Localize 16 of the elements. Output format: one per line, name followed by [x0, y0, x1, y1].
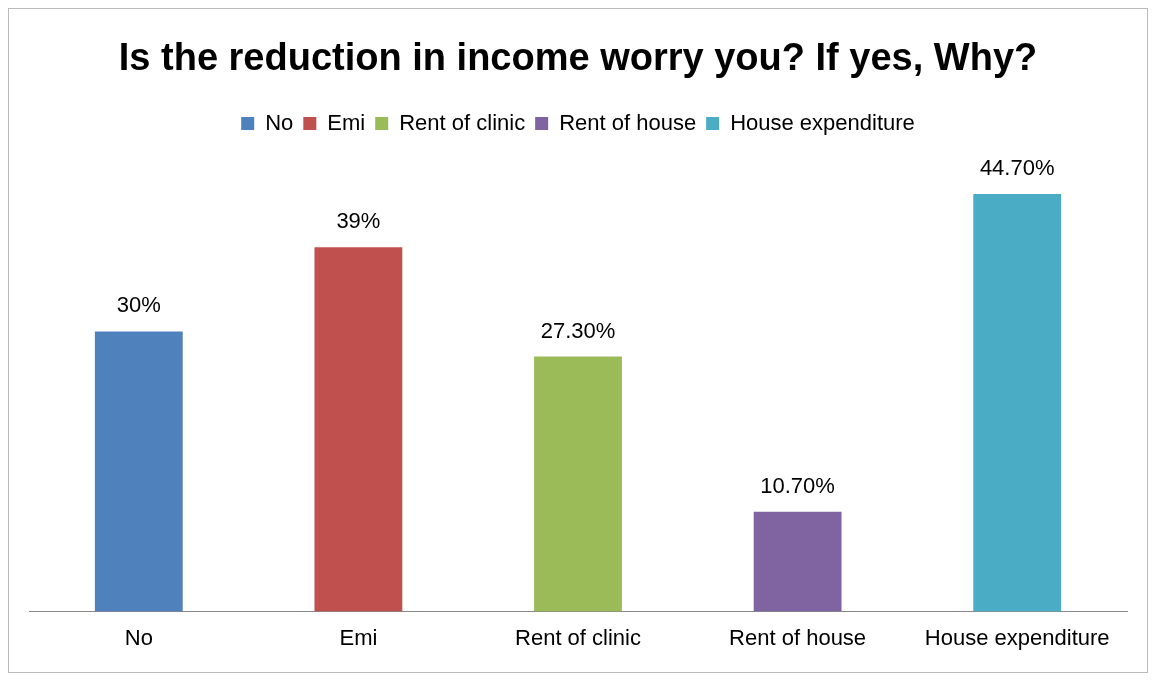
legend-label: Rent of house — [559, 109, 697, 135]
chart-title: Is the reduction in income worry you? If yes, Why? — [118, 36, 1038, 79]
data-label: 10.70% — [760, 472, 835, 498]
x-tick-label: No — [124, 624, 153, 650]
x-tick-label: Rent of clinic — [515, 624, 641, 650]
x-tick-label: Rent of house — [729, 624, 867, 650]
legend-label: House expenditure — [730, 109, 915, 135]
x-tick-label: House expenditure — [924, 624, 1110, 650]
data-label: 44.70% — [979, 155, 1055, 181]
data-label: 30% — [116, 292, 161, 318]
x-tick-label: Emi — [339, 624, 378, 650]
legend-label: Rent of clinic — [399, 109, 526, 135]
legend-label: No — [265, 109, 294, 135]
data-label: 27.30% — [540, 317, 616, 343]
data-label: 39% — [336, 208, 381, 234]
legend-label: Emi — [327, 109, 366, 135]
